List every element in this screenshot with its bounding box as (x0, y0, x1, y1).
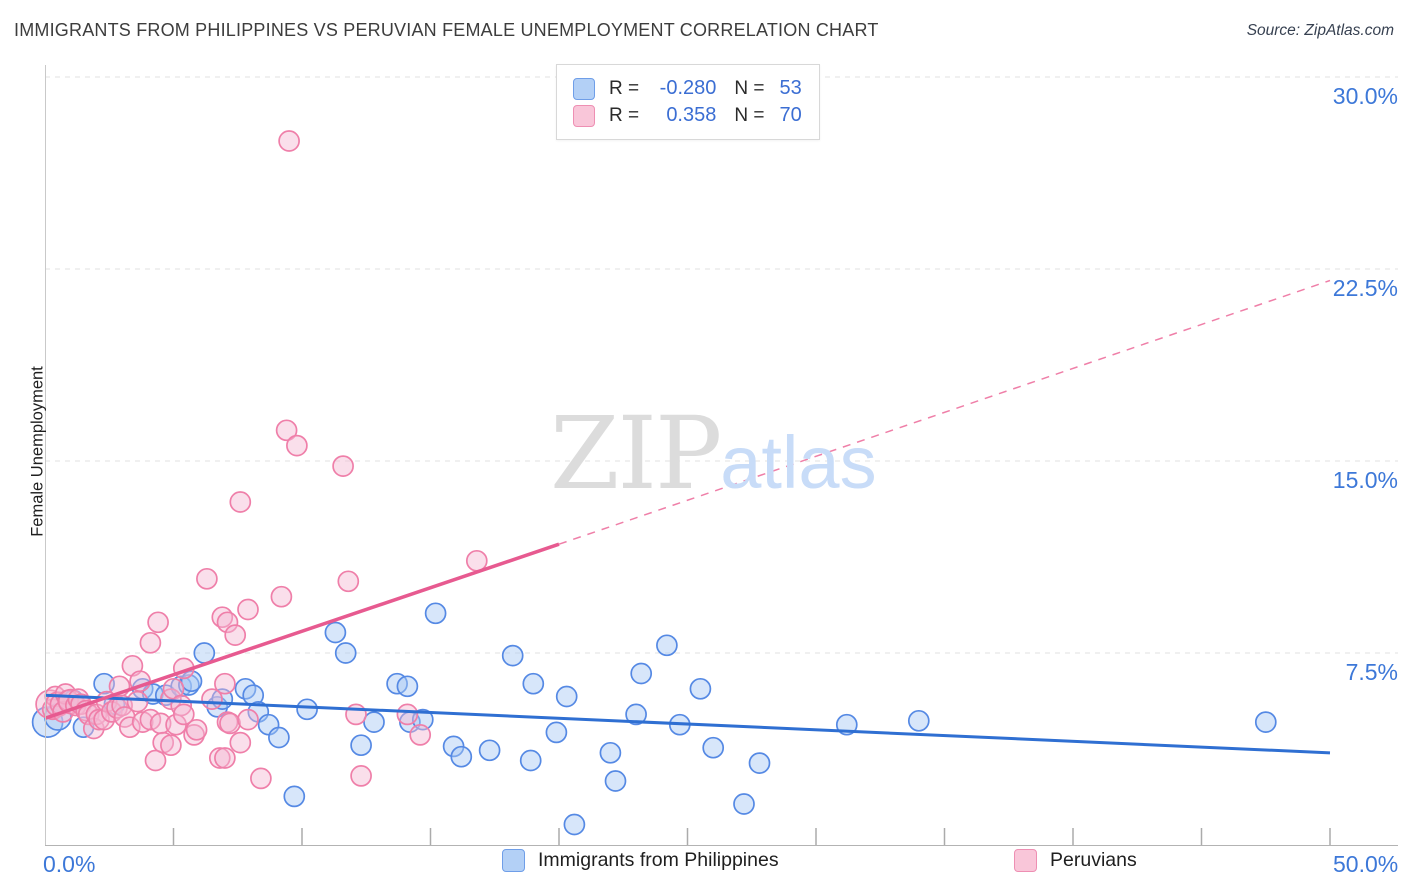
peruvians-trend-line-solid (44, 542, 560, 720)
peruvians-data-point[interactable] (286, 434, 308, 457)
y-axis-tick-label: 22.5% (1332, 275, 1398, 301)
peruvians-data-point[interactable] (88, 708, 110, 731)
philippines-data-point[interactable] (733, 793, 755, 815)
peruvians-data-point[interactable] (337, 570, 360, 593)
page-title: IMMIGRANTS FROM PHILIPPINES VS PERUVIAN … (14, 20, 879, 40)
peruvians-data-point[interactable] (229, 731, 252, 754)
philippines-data-point[interactable] (501, 644, 524, 667)
philippines-data-point[interactable] (545, 721, 568, 744)
peruvians-data-point[interactable] (144, 749, 167, 772)
philippines-data-point[interactable] (193, 642, 216, 664)
philippines-data-point[interactable] (656, 634, 678, 657)
philippines-data-point[interactable] (350, 734, 372, 757)
philippines-data-point[interactable] (396, 675, 419, 698)
peruvians-data-point[interactable] (118, 716, 141, 739)
philippines-stats-row: R = -0.280 N = 53 (573, 76, 805, 101)
correlation-stats-box: R = -0.280 N = 53 R = 0.358 N = 70 (556, 64, 820, 140)
peruvians-data-point[interactable] (270, 585, 293, 608)
y-axis-tick-label: 7.5% (1345, 659, 1398, 685)
peruvians-swatch-icon (573, 104, 595, 127)
peruvians-data-point[interactable] (139, 631, 162, 654)
peruvians-data-point[interactable] (229, 491, 252, 513)
philippines-data-point[interactable] (478, 739, 501, 762)
peruvians-n-value: 70 (779, 104, 802, 126)
philippines-trend-line-solid (44, 693, 1331, 755)
legend-item-philippines: Immigrants from Philippines (502, 849, 779, 872)
y-axis-tick-label: 30.0% (1332, 83, 1398, 109)
y-axis-line (45, 65, 46, 845)
philippines-data-point[interactable] (625, 703, 647, 726)
r-label: R = (609, 77, 645, 99)
philippines-data-point[interactable] (296, 698, 318, 721)
peruvians-data-point[interactable] (237, 708, 259, 731)
peruvians-data-point[interactable] (396, 703, 419, 726)
peruvians-trend-line-dashed (558, 279, 1331, 545)
peruvians-data-point[interactable] (214, 672, 236, 695)
philippines-swatch-icon (573, 77, 595, 100)
philippines-data-point[interactable] (563, 813, 586, 836)
philippines-data-point[interactable] (522, 672, 545, 695)
philippines-data-point[interactable] (1254, 711, 1277, 733)
philippines-data-point[interactable] (748, 752, 771, 774)
x-axis-min-label: 0.0% (43, 851, 96, 877)
peruvians-data-point[interactable] (332, 455, 354, 477)
peruvians-data-point[interactable] (237, 598, 259, 621)
source-attribution: Source: ZipAtlas.com (1246, 22, 1394, 39)
n-label: N = (734, 77, 770, 99)
philippines-data-point[interactable] (363, 711, 385, 733)
peruvians-data-point[interactable] (185, 718, 208, 741)
peruvians-data-point[interactable] (278, 130, 300, 152)
peruvians-data-point[interactable] (208, 747, 231, 769)
r-label: R = (609, 104, 645, 126)
philippines-legend-label: Immigrants from Philippines (538, 849, 779, 871)
y-axis-tick-label: 15.0% (1332, 467, 1398, 493)
peruvians-data-point[interactable] (196, 567, 218, 590)
peruvians-legend-swatch-icon (1014, 849, 1037, 872)
peruvians-data-point[interactable] (219, 712, 241, 735)
philippines-data-point[interactable] (268, 726, 290, 749)
peruvians-data-point[interactable] (409, 724, 432, 746)
philippines-n-value: 53 (779, 77, 802, 99)
philippines-data-point[interactable] (334, 642, 357, 664)
peruvians-data-point[interactable] (214, 747, 236, 769)
peruvians-r-value: 0.358 (666, 104, 717, 126)
philippines-data-point[interactable] (180, 670, 203, 693)
philippines-data-point[interactable] (907, 709, 930, 732)
peruvians-data-point[interactable] (147, 611, 169, 634)
peruvians-data-point[interactable] (216, 611, 239, 634)
n-label: N = (734, 104, 770, 126)
philippines-data-point[interactable] (604, 770, 627, 792)
peruvians-data-point[interactable] (224, 624, 247, 646)
philippines-data-point[interactable] (324, 621, 347, 644)
philippines-data-point[interactable] (689, 677, 712, 700)
y-axis-title: Female Unemployment (28, 366, 47, 537)
philippines-legend-swatch-icon (502, 849, 525, 872)
philippines-data-point[interactable] (630, 662, 653, 685)
philippines-data-point[interactable] (702, 736, 725, 759)
x-axis-max-label: 50.0% (1333, 851, 1399, 877)
peruvians-data-point[interactable] (350, 765, 372, 787)
peruvians-data-point[interactable] (172, 703, 195, 726)
peruvians-data-point[interactable] (275, 419, 298, 442)
peruvians-data-point[interactable] (250, 767, 272, 790)
philippines-r-value: -0.280 (659, 77, 717, 99)
philippines-data-point[interactable] (283, 785, 306, 808)
philippines-data-point[interactable] (424, 602, 447, 625)
philippines-data-point[interactable] (450, 745, 473, 768)
x-axis-line (45, 845, 1398, 846)
philippines-data-point[interactable] (519, 749, 542, 772)
philippines-data-point[interactable] (555, 685, 578, 708)
legend-item-peruvians: Peruvians (1014, 849, 1137, 872)
philippines-data-point[interactable] (599, 741, 622, 764)
peruvians-data-point[interactable] (465, 549, 488, 572)
peruvians-data-point[interactable] (160, 734, 182, 757)
peruvians-stats-row: R = 0.358 N = 70 (573, 103, 805, 128)
peruvians-data-point[interactable] (126, 690, 149, 713)
peruvians-legend-label: Peruvians (1050, 849, 1137, 871)
